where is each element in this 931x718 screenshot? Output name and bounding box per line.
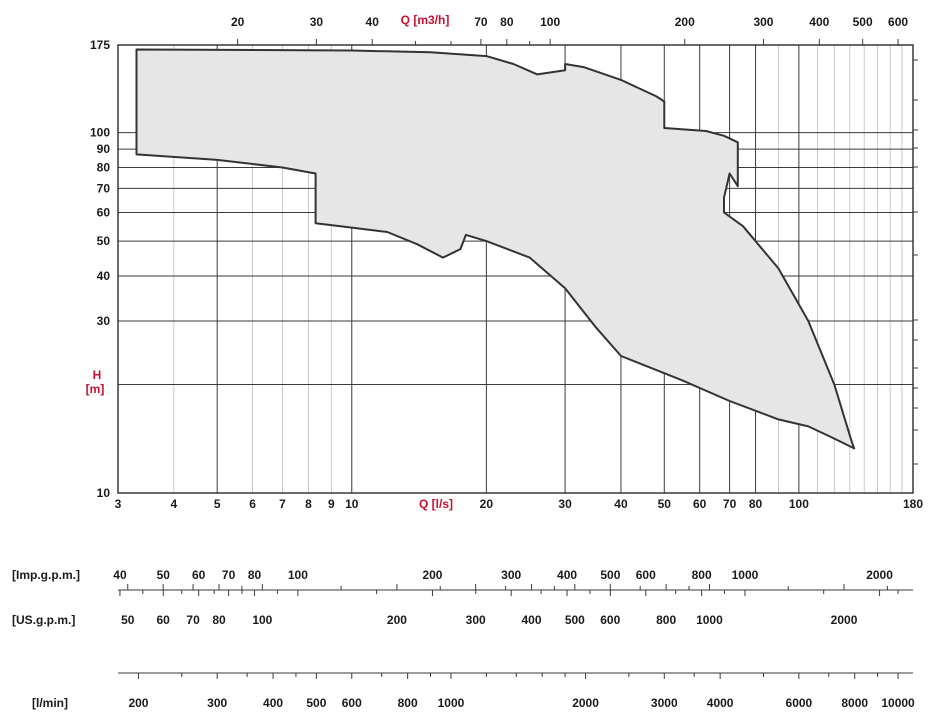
- x-tick-label: 7: [279, 497, 286, 511]
- x-tick-label: 3: [115, 497, 122, 511]
- unit-conversion-scales: 40 50 60 70 80 100 200 300 400 500 600 800 1000 2000 5…: [113, 568, 915, 710]
- imp-gpm-tick-label: 200: [422, 568, 442, 582]
- right-edge-ticks: [913, 59, 918, 465]
- y-tick-label: 90: [97, 142, 111, 156]
- x2-tick-label: 100: [540, 15, 560, 29]
- x-tick-label: 6: [249, 497, 256, 511]
- us-gpm-tick-label: 80: [212, 613, 226, 627]
- lmin-tick-label: 6000: [786, 696, 813, 710]
- y-axis-title-h: H: [93, 368, 102, 382]
- plot-frame: [117, 44, 914, 494]
- us-gpm-tick-label: 400: [522, 613, 542, 627]
- imp-gpm-tick-label: 40: [113, 568, 127, 582]
- imp-gpm-tick-label: 1000: [732, 568, 759, 582]
- axis-labels: 3 4 5 6 7 8 9 10 20 30 40 50 60 70 80 100 180 20 30 40 70 80 1…: [90, 15, 923, 511]
- us-gpm-tick-label: 100: [252, 613, 272, 627]
- x2-tick-label: 40: [366, 15, 380, 29]
- us-gpm-tick-label: 70: [186, 613, 200, 627]
- x-tick-label: 60: [693, 497, 707, 511]
- x-tick-label: 5: [214, 497, 221, 511]
- y-tick-label: 30: [97, 314, 111, 328]
- us-gpm-tick-label: 300: [466, 613, 486, 627]
- us-gpm-tick-label: 200: [387, 613, 407, 627]
- x2-tick-label: 80: [500, 15, 514, 29]
- x-tick-label: 80: [749, 497, 763, 511]
- us-gpm-tick-label: 1000: [696, 613, 723, 627]
- x-tick-label: 180: [903, 497, 923, 511]
- imp-gpm-tick-label: 80: [248, 568, 262, 582]
- lmin-tick-label: 300: [207, 696, 227, 710]
- x-tick-label: 20: [480, 497, 494, 511]
- lmin-scale-label: [l/min]: [32, 696, 68, 710]
- y-tick-label: 100: [90, 126, 110, 140]
- y-tick-label: 80: [97, 161, 111, 175]
- us-gpm-tick-label: 500: [565, 613, 585, 627]
- x-tick-label: 50: [658, 497, 672, 511]
- lmin-tick-label: 500: [306, 696, 326, 710]
- imp-gpm-scale-label: [Imp.g.p.m.]: [12, 568, 80, 582]
- x2-tick-label: 300: [753, 15, 773, 29]
- lmin-tick-label: 8000: [841, 696, 868, 710]
- y-tick-label: 40: [97, 269, 111, 283]
- x-tick-label: 10: [345, 497, 359, 511]
- lmin-tick-label: 600: [342, 696, 362, 710]
- lmin-tick-label: 1000: [438, 696, 465, 710]
- us-gpm-tick-label: 2000: [831, 613, 858, 627]
- x-tick-label: 9: [328, 497, 335, 511]
- imp-gpm-tick-label: 50: [157, 568, 171, 582]
- us-gpm-tick-label: 800: [656, 613, 676, 627]
- x2-tick-label: 500: [853, 15, 873, 29]
- x2-tick-label: 400: [809, 15, 829, 29]
- x2-tick-label: 30: [310, 15, 324, 29]
- x-tick-label: 8: [305, 497, 312, 511]
- x2-tick-label: 70: [474, 15, 488, 29]
- imp-gpm-tick-label: 600: [636, 568, 656, 582]
- lmin-tick-label: 4000: [707, 696, 734, 710]
- lmin-tick-label: 800: [398, 696, 418, 710]
- x-tick-label: 4: [171, 497, 178, 511]
- y-tick-label: 70: [97, 181, 111, 195]
- y-axis-title-unit: [m]: [86, 382, 105, 396]
- us-gpm-tick-label: 50: [121, 613, 135, 627]
- imp-gpm-tick-label: 300: [501, 568, 521, 582]
- imp-gpm-tick-label: 70: [222, 568, 236, 582]
- y-tick-label: 175: [90, 38, 110, 52]
- y-tick-label: 60: [97, 206, 111, 220]
- lmin-tick-label: 400: [263, 696, 283, 710]
- lmin-tick-label: 10000: [881, 696, 915, 710]
- x-axis-title: Q [l/s]: [419, 497, 453, 511]
- imp-gpm-tick-label: 2000: [866, 568, 893, 582]
- x-tick-label: 100: [789, 497, 809, 511]
- imp-gpm-tick-label: 500: [600, 568, 620, 582]
- lmin-tick-label: 3000: [651, 696, 678, 710]
- y-tick-label: 50: [97, 234, 111, 248]
- lmin-tick-label: 2000: [572, 696, 599, 710]
- x-tick-label: 70: [723, 497, 737, 511]
- x2-tick-label: 20: [231, 15, 245, 29]
- us-gpm-scale-label: [US.g.p.m.]: [12, 613, 75, 627]
- x2-tick-label: 200: [675, 15, 695, 29]
- imp-gpm-tick-label: 60: [192, 568, 206, 582]
- imp-gpm-tick-label: 400: [557, 568, 577, 582]
- lmin-tick-label: 200: [128, 696, 148, 710]
- x2-axis-title: Q [m3/h]: [401, 13, 450, 27]
- x2-tick-label: 600: [888, 15, 908, 29]
- imp-gpm-tick-label: 100: [288, 568, 308, 582]
- x-tick-label: 30: [558, 497, 572, 511]
- x-tick-label: 40: [614, 497, 628, 511]
- us-gpm-tick-label: 60: [156, 613, 170, 627]
- imp-gpm-tick-label: 800: [692, 568, 712, 582]
- performance-envelope: [135, 48, 856, 450]
- us-gpm-tick-label: 600: [600, 613, 620, 627]
- y-tick-label: 10: [97, 486, 111, 500]
